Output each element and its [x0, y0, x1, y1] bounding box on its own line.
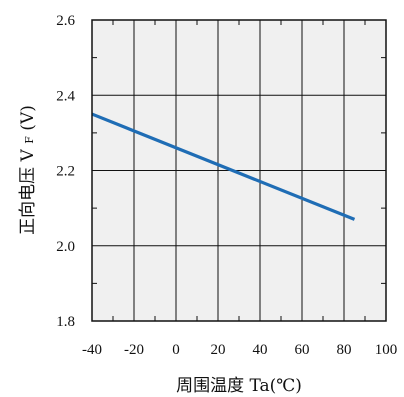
x-axis-title: 周围温度 Ta(℃) [176, 376, 302, 396]
svg-text:正向电压 V F (V): 正向电压 V F (V) [18, 105, 38, 235]
y-tick-labels: 1.8 2.0 2.2 2.4 2.6 [56, 13, 75, 330]
x-tick-label: -40 [82, 342, 102, 358]
x-tick-label: 0 [172, 342, 180, 358]
series-layer [91, 112, 356, 221]
minor-ticks [92, 20, 386, 321]
x-tick-label: 20 [211, 342, 226, 358]
series-line [91, 112, 356, 221]
y-tick-label: 2.4 [56, 88, 75, 104]
x-tick-label: 100 [375, 342, 398, 358]
y-tick-label: 2.0 [56, 239, 75, 255]
x-tick-labels: -40 -20 0 20 40 60 80 100 [82, 342, 397, 358]
x-tick-label: -20 [124, 342, 144, 358]
grid-lines [92, 20, 386, 321]
plot-frame [91, 19, 387, 322]
y-axis-title-subscript: F [23, 136, 36, 144]
x-tick-label: 40 [253, 342, 268, 358]
x-tick-label: 80 [337, 342, 352, 358]
y-tick-label: 2.2 [56, 164, 75, 180]
x-tick-label: 60 [295, 342, 310, 358]
y-tick-label: 1.8 [56, 314, 75, 330]
y-tick-label: 2.6 [56, 13, 75, 29]
y-axis-title-unit: (V) [18, 105, 38, 131]
y-axis-title-main: 正向电压 V [18, 148, 38, 234]
y-axis-title: 正向电压 V F (V) [18, 105, 38, 235]
